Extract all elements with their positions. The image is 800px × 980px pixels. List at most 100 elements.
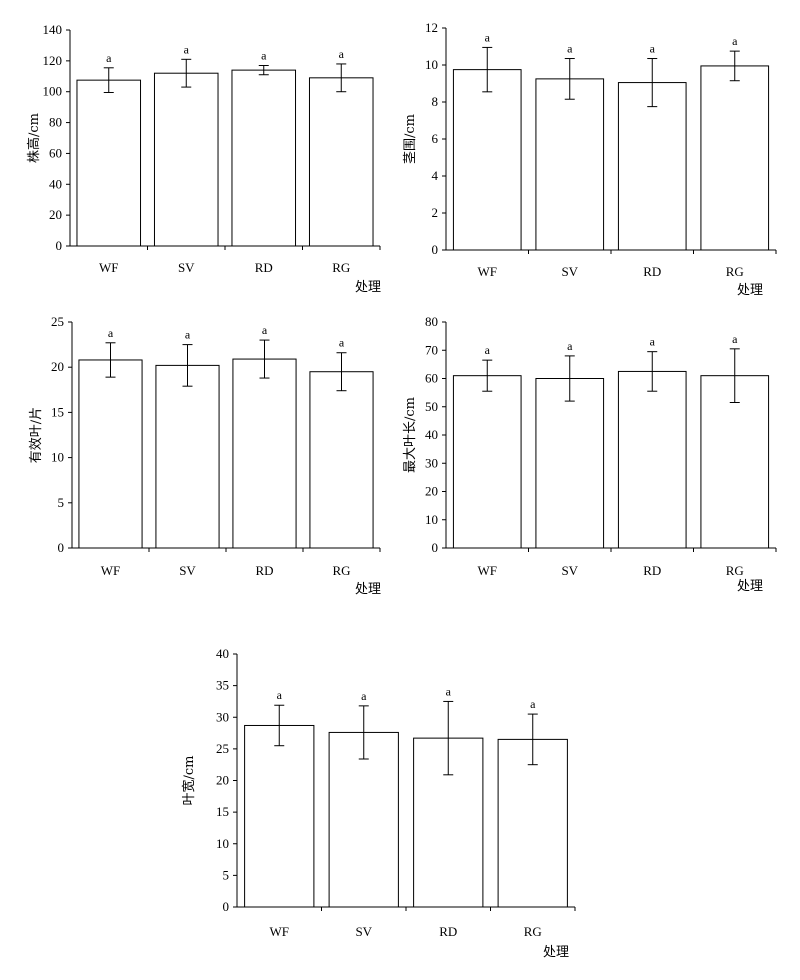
- chart-effective-leaves: 0 5 10 15 20 25 有效叶/片 a WF a SV a RD a RG 处理: [0, 300, 400, 610]
- chart-group: 0 2 4 6 8 10 12 茎围/cm a WF a SV a RD a RG 处理: [403, 20, 777, 298]
- y-tick-label: 5: [58, 495, 65, 510]
- y-tick-label: 2: [432, 205, 439, 220]
- category-label: RD: [255, 563, 273, 578]
- y-tick-label: 6: [432, 131, 439, 146]
- significance-label: a: [732, 34, 738, 48]
- category-label: WF: [478, 563, 498, 578]
- bar-rg: [700, 375, 770, 549]
- y-tick-label: 10: [216, 836, 229, 851]
- bar-sv: [328, 731, 399, 908]
- significance-label: a: [262, 323, 268, 337]
- significance-label: a: [339, 336, 345, 350]
- significance-label: a: [277, 688, 283, 702]
- category-label: RD: [643, 264, 661, 279]
- y-axis-label: 叶宽/cm: [181, 756, 197, 806]
- y-tick-label: 20: [51, 359, 64, 374]
- y-tick-label: 10: [51, 450, 64, 465]
- significance-label: a: [106, 51, 112, 65]
- y-tick-label: 0: [58, 540, 65, 555]
- category-label: SV: [561, 264, 578, 279]
- y-tick-label: 40: [425, 427, 438, 442]
- y-tick-label: 8: [432, 94, 439, 109]
- y-tick-label: 120: [43, 53, 63, 68]
- significance-label: a: [485, 343, 491, 357]
- x-axis-label: 处理: [543, 945, 569, 960]
- y-tick-label: 5: [223, 867, 230, 882]
- y-tick-label: 30: [216, 709, 229, 724]
- significance-label: a: [261, 48, 267, 62]
- x-axis-label: 处理: [355, 280, 381, 295]
- category-label: WF: [478, 264, 498, 279]
- y-axis-label: 茎围/cm: [403, 114, 418, 164]
- significance-label: a: [185, 328, 191, 342]
- y-tick-label: 80: [425, 314, 438, 329]
- y-tick-label: 0: [432, 242, 439, 257]
- y-tick-label: 0: [223, 899, 230, 914]
- significance-label: a: [446, 684, 452, 698]
- y-tick-label: 70: [425, 342, 438, 357]
- y-tick-label: 10: [425, 512, 438, 527]
- bar-wf: [244, 724, 315, 908]
- bar-sv: [153, 72, 219, 247]
- y-tick-label: 60: [49, 145, 62, 160]
- y-tick-label: 100: [43, 84, 63, 99]
- bar-wf: [78, 359, 143, 549]
- category-label: RD: [255, 260, 273, 275]
- bar-wf: [76, 79, 142, 247]
- significance-label: a: [732, 332, 738, 346]
- y-tick-label: 50: [425, 399, 438, 414]
- y-axis-label: 株高/cm: [26, 113, 42, 163]
- y-tick-label: 80: [49, 115, 62, 130]
- y-tick-label: 12: [425, 20, 438, 35]
- y-tick-label: 0: [432, 540, 439, 555]
- bar-sv: [535, 378, 605, 549]
- significance-label: a: [485, 30, 491, 44]
- category-label: RG: [332, 563, 350, 578]
- y-tick-label: 15: [216, 804, 229, 819]
- y-tick-label: 20: [425, 484, 438, 499]
- chart-max-leaf-length: 0 10 20 30 40 50 60 70 80 最大叶长/cm a WF a SV a RD a RG 处理: [400, 300, 800, 610]
- y-tick-label: 15: [51, 404, 64, 419]
- category-label: RD: [439, 924, 457, 939]
- bar-rg: [497, 738, 568, 908]
- category-label: SV: [561, 563, 578, 578]
- category-label: WF: [101, 563, 121, 578]
- category-label: WF: [99, 260, 119, 275]
- category-label: SV: [355, 924, 372, 939]
- category-label: SV: [179, 563, 196, 578]
- y-tick-label: 60: [425, 371, 438, 386]
- bar-rg: [700, 65, 770, 251]
- y-tick-label: 30: [425, 455, 438, 470]
- chart-stem-girth: 0 2 4 6 8 10 12 茎围/cm a WF a SV a RD a RG 处理: [400, 0, 800, 300]
- chart-group: 0 5 10 15 20 25 有效叶/片 a WF a SV a RD a RG 处理: [29, 314, 381, 597]
- category-label: RG: [726, 264, 744, 279]
- chart-svg: 0 20 40 60 80 100 120 140 株高/cm a WF a SV a RD a RG 处理: [26, 22, 381, 295]
- bar-rd: [617, 370, 687, 549]
- category-label: RG: [332, 260, 350, 275]
- chart-svg: 0 5 10 15 20 25 有效叶/片 a WF a SV a RD a RG 处理: [29, 314, 381, 597]
- chart-svg: 0 2 4 6 8 10 12 茎围/cm a WF a SV a RD a RG 处理: [403, 20, 777, 298]
- y-tick-label: 40: [49, 176, 62, 191]
- y-tick-label: 10: [425, 57, 438, 72]
- chart-group: 0 20 40 60 80 100 120 140 株高/cm a WF a SV a RD a RG 处理: [26, 22, 381, 295]
- bar-sv: [155, 364, 220, 549]
- category-label: WF: [270, 924, 290, 939]
- significance-label: a: [650, 42, 656, 56]
- significance-label: a: [108, 326, 114, 340]
- bar-sv: [535, 78, 605, 251]
- category-label: RD: [643, 563, 661, 578]
- category-label: RG: [726, 563, 744, 578]
- significance-label: a: [184, 42, 190, 56]
- x-axis-label: 处理: [737, 579, 763, 594]
- bar-rg: [309, 371, 374, 549]
- significance-label: a: [339, 47, 345, 61]
- significance-label: a: [567, 339, 573, 353]
- x-axis-label: 处理: [355, 582, 381, 597]
- chart-plant-height: 0 20 40 60 80 100 120 140 株高/cm a WF a SV a RD a RG 处理: [0, 0, 400, 300]
- chart-leaf-width: 0 5 10 15 20 25 30 35 40 叶宽/cm a WF a SV a RD a RG 处理: [180, 640, 600, 975]
- y-tick-label: 35: [216, 678, 229, 693]
